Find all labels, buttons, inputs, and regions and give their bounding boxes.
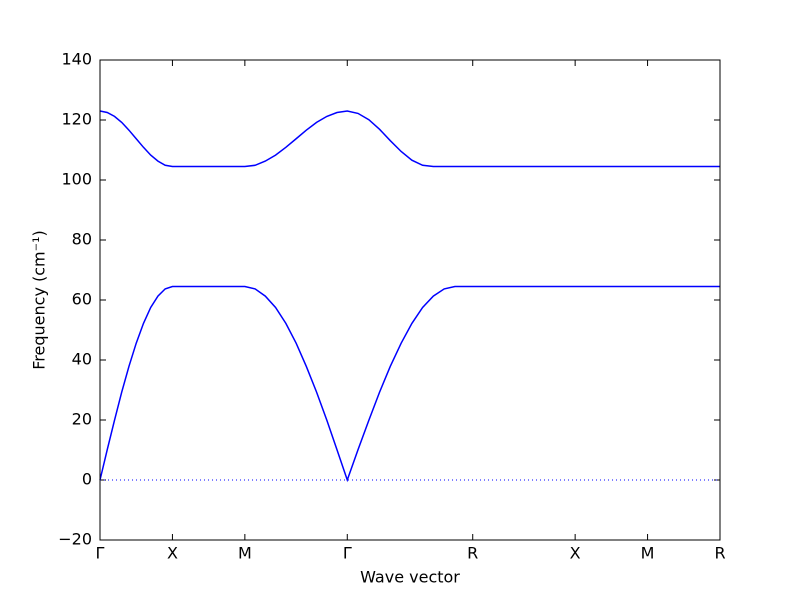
x-tick-label: Γ [343, 544, 352, 563]
x-tick-label: M [641, 544, 655, 563]
y-tick-label: 0 [82, 470, 92, 489]
y-tick-label: 100 [61, 170, 92, 189]
x-tick-label: R [714, 544, 725, 563]
band-line [99, 285, 720, 483]
y-tick-label: −20 [58, 530, 92, 549]
y-tick-label: 140 [61, 50, 92, 69]
x-tick-label: R [467, 544, 478, 563]
y-tick-label: 60 [72, 290, 92, 309]
y-tick-label: 40 [72, 350, 92, 369]
x-tick-label: M [238, 544, 252, 563]
x-tick-label: X [570, 544, 581, 563]
x-tick-label: X [167, 544, 178, 563]
y-tick-label: 120 [61, 110, 92, 129]
y-tick-label: 80 [72, 230, 92, 249]
x-axis-label: Wave vector [360, 568, 460, 587]
y-axis-label: Frequency (cm⁻¹) [30, 230, 49, 369]
band-line [99, 110, 720, 168]
plot-frame [99, 59, 721, 541]
y-tick-label: 20 [72, 410, 92, 429]
x-tick-label: Γ [96, 544, 105, 563]
